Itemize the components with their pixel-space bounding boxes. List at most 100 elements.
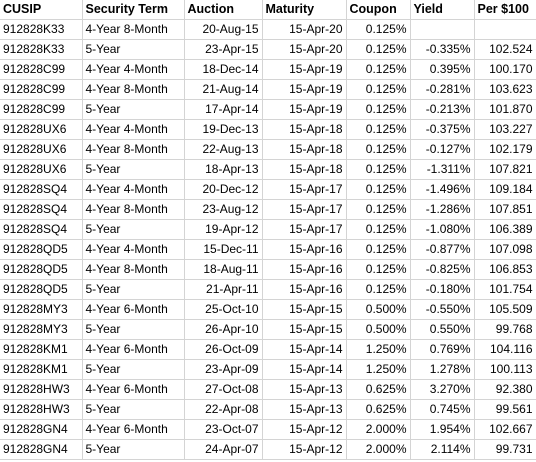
- cell-maturity: 15-Apr-17: [262, 219, 347, 240]
- cell-yield: -1.496%: [410, 179, 475, 200]
- cell-cusip: 912828K33: [0, 39, 83, 60]
- cell-coupon: 0.625%: [346, 399, 411, 420]
- table-row: 912828QD5 5-Year 21-Apr-11 15-Apr-16 0.125% -…: [0, 279, 536, 300]
- cell-price-per-100: 107.098: [474, 239, 536, 260]
- cell-coupon: 1.250%: [346, 339, 411, 360]
- cell-coupon: 0.125%: [346, 219, 411, 240]
- cell-price-per-100: 101.754: [474, 279, 536, 300]
- cell-cusip: 912828QD5: [0, 259, 83, 280]
- table-row: 912828C99 4-Year 4-Month 18-Dec-14 15-Apr-1…: [0, 59, 536, 80]
- cell-cusip: 912828C99: [0, 79, 83, 100]
- cell-price-per-100: 104.116: [474, 339, 536, 360]
- cell-cusip: 912828QD5: [0, 279, 83, 300]
- table-row: 912828SQ4 4-Year 4-Month 20-Dec-12 15-Apr-1…: [0, 179, 536, 200]
- cell-maturity: 15-Apr-19: [262, 79, 347, 100]
- cell-cusip: 912828UX6: [0, 139, 83, 160]
- cell-yield: [410, 19, 475, 40]
- cell-security-term: 4-Year 8-Month: [82, 199, 185, 220]
- cell-cusip: 912828MY3: [0, 299, 83, 320]
- cell-security-term: 5-Year: [82, 99, 185, 120]
- header-row: CUSIP Security Term Auction Maturity Cou…: [0, 0, 536, 20]
- cell-cusip: 912828C99: [0, 59, 83, 80]
- cell-coupon: 0.500%: [346, 319, 411, 340]
- cell-coupon: 0.125%: [346, 119, 411, 140]
- cell-auction: 23-Oct-07: [184, 419, 263, 440]
- table-row: 912828K33 5-Year 23-Apr-15 15-Apr-20 0.125% -…: [0, 39, 536, 60]
- cell-yield: 1.278%: [410, 359, 475, 380]
- cell-auction: 21-Apr-11: [184, 279, 263, 300]
- header-yield: Yield: [410, 0, 475, 20]
- cell-maturity: 15-Apr-14: [262, 339, 347, 360]
- cell-coupon: 0.125%: [346, 139, 411, 160]
- header-cusip: CUSIP: [0, 0, 83, 20]
- table-row: 912828SQ4 5-Year 19-Apr-12 15-Apr-17 0.125% -…: [0, 219, 536, 240]
- cell-security-term: 5-Year: [82, 39, 185, 60]
- header-auction: Auction: [184, 0, 263, 20]
- cell-security-term: 4-Year 8-Month: [82, 79, 185, 100]
- cell-auction: 18-Aug-11: [184, 259, 263, 280]
- cell-security-term: 4-Year 4-Month: [82, 239, 185, 260]
- cell-maturity: 15-Apr-18: [262, 139, 347, 160]
- cell-maturity: 15-Apr-17: [262, 199, 347, 220]
- cell-cusip: 912828K33: [0, 19, 83, 40]
- cell-auction: 19-Apr-12: [184, 219, 263, 240]
- cell-auction: 25-Oct-10: [184, 299, 263, 320]
- cell-coupon: 1.250%: [346, 359, 411, 380]
- cell-auction: 18-Dec-14: [184, 59, 263, 80]
- cell-maturity: 15-Apr-18: [262, 159, 347, 180]
- cell-cusip: 912828MY3: [0, 319, 83, 340]
- cell-maturity: 15-Apr-16: [262, 259, 347, 280]
- cell-auction: 17-Apr-14: [184, 99, 263, 120]
- cell-maturity: 15-Apr-20: [262, 39, 347, 60]
- cell-maturity: 15-Apr-12: [262, 419, 347, 440]
- table-row: 912828KM1 5-Year 23-Apr-09 15-Apr-14 1.250% 1…: [0, 359, 536, 380]
- cell-cusip: 912828SQ4: [0, 219, 83, 240]
- table-row: 912828UX6 4-Year 4-Month 19-Dec-13 15-Apr-1…: [0, 119, 536, 140]
- cell-price-per-100: 100.170: [474, 59, 536, 80]
- cell-coupon: 0.125%: [346, 239, 411, 260]
- cell-auction: 18-Apr-13: [184, 159, 263, 180]
- cell-maturity: 15-Apr-14: [262, 359, 347, 380]
- cell-price-per-100: 107.821: [474, 159, 536, 180]
- cell-coupon: 0.125%: [346, 79, 411, 100]
- cell-maturity: 15-Apr-16: [262, 239, 347, 260]
- cell-security-term: 4-Year 4-Month: [82, 179, 185, 200]
- cell-security-term: 5-Year: [82, 219, 185, 240]
- cell-auction: 20-Dec-12: [184, 179, 263, 200]
- cell-coupon: 0.125%: [346, 259, 411, 280]
- cell-security-term: 5-Year: [82, 359, 185, 380]
- cell-cusip: 912828KM1: [0, 339, 83, 360]
- table-row: 912828MY3 5-Year 26-Apr-10 15-Apr-15 0.500% 0…: [0, 319, 536, 340]
- cell-auction: 20-Aug-15: [184, 19, 263, 40]
- cell-maturity: 15-Apr-12: [262, 439, 347, 460]
- table-row: 912828QD5 4-Year 8-Month 18-Aug-11 15-Apr-1…: [0, 259, 536, 280]
- cell-yield: -0.825%: [410, 259, 475, 280]
- cell-security-term: 4-Year 6-Month: [82, 419, 185, 440]
- table-row: 912828GN4 5-Year 24-Apr-07 15-Apr-12 2.000% 2…: [0, 439, 536, 460]
- cell-cusip: 912828GN4: [0, 439, 83, 460]
- table-row: 912828UX6 4-Year 8-Month 22-Aug-13 15-Apr-1…: [0, 139, 536, 160]
- cell-auction: 23-Aug-12: [184, 199, 263, 220]
- cell-coupon: 0.125%: [346, 19, 411, 40]
- cell-coupon: 0.125%: [346, 199, 411, 220]
- cell-price-per-100: 105.509: [474, 299, 536, 320]
- cell-auction: 19-Dec-13: [184, 119, 263, 140]
- cell-coupon: 0.500%: [346, 299, 411, 320]
- cell-price-per-100: [474, 19, 536, 40]
- cell-price-per-100: 107.851: [474, 199, 536, 220]
- cell-security-term: 4-Year 6-Month: [82, 379, 185, 400]
- cell-security-term: 5-Year: [82, 279, 185, 300]
- cell-cusip: 912828HW3: [0, 379, 83, 400]
- cell-coupon: 0.125%: [346, 179, 411, 200]
- cell-price-per-100: 106.389: [474, 219, 536, 240]
- cell-coupon: 2.000%: [346, 439, 411, 460]
- cell-security-term: 4-Year 6-Month: [82, 339, 185, 360]
- table-row: 912828MY3 4-Year 6-Month 25-Oct-10 15-Apr-1…: [0, 299, 536, 320]
- cell-auction: 23-Apr-09: [184, 359, 263, 380]
- cell-coupon: 0.125%: [346, 59, 411, 80]
- cell-security-term: 5-Year: [82, 439, 185, 460]
- cell-coupon: 0.125%: [346, 279, 411, 300]
- cell-price-per-100: 102.667: [474, 419, 536, 440]
- cell-security-term: 5-Year: [82, 159, 185, 180]
